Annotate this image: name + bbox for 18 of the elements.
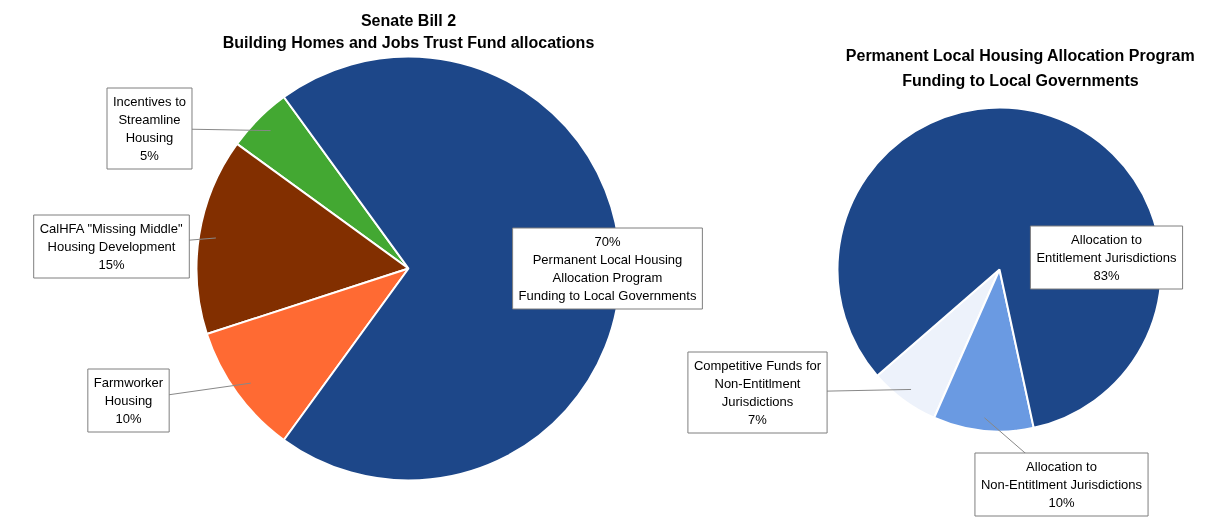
data-label: 5% — [140, 148, 160, 163]
slice-label: Farmworker Housing — [93, 375, 164, 408]
data-label: 70% — [594, 234, 621, 249]
chart-title: Permanent Local Housing Allocation Program — [845, 47, 1195, 64]
data-label: 83% — [1093, 268, 1120, 283]
data-label: 7% — [748, 412, 768, 427]
slice-label: Allocation to Non-Entitlment Jurisdictions — [980, 459, 1143, 492]
slice-label: Incentives to Streamline Housing — [113, 94, 187, 145]
slice-label: CalHFA "Missing Middle" Housing Development — [39, 221, 183, 254]
chart-title: Senate Bill 2 — [360, 12, 457, 29]
data-label: 15% — [98, 257, 125, 272]
slice-label: Allocation to Entitlement Jurisdictions — [1036, 232, 1178, 265]
slice-label: Competitive Funds for Non-Entitlment Jurisdictions — [693, 358, 822, 409]
data-label: 10% — [1048, 495, 1075, 510]
data-label: 10% — [115, 411, 142, 426]
slice-label: Permanent Local Housing Allocation Program Funding to Local Governments — [518, 252, 697, 303]
chart-subtitle: Building Homes and Jobs Trust Fund allocations — [222, 34, 595, 51]
chart-subtitle: Funding to Local Governments — [902, 72, 1139, 89]
